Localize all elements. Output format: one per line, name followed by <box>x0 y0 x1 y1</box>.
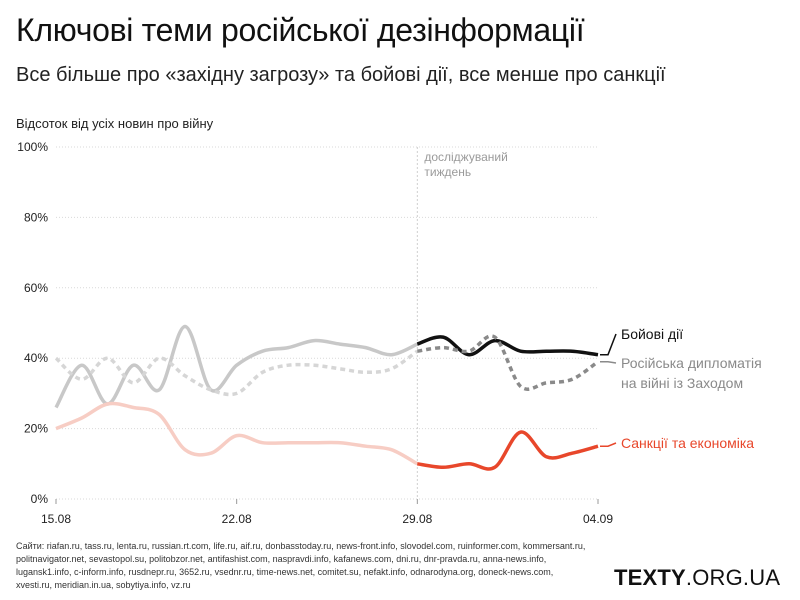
y-tick-label: 100% <box>17 140 48 154</box>
x-tick-label: 15.08 <box>41 512 71 526</box>
series-line-diplomacy <box>417 334 600 391</box>
y-tick-labels: 0% 20% 40% 60% 80% 100% <box>17 140 48 506</box>
y-tick-label: 80% <box>24 210 48 224</box>
study-week-label: тиждень <box>424 165 471 179</box>
legend-label-sanctions: Санкції та економіка <box>621 435 754 451</box>
series-line-sanctions <box>417 430 599 471</box>
line-chart: 0%20%40%60%80%100% 15.08 22.08 29.08 04.09 … <box>17 140 762 526</box>
legend: Бойові дії Російська дипломатія на війні і… <box>600 326 762 451</box>
legend-connector-battle <box>600 333 617 356</box>
chart-subtitle: Все більше про «західну загрозу» та бойо… <box>16 64 666 86</box>
grid-lines <box>56 146 598 500</box>
x-tick-label: 29.08 <box>402 512 432 526</box>
series-line-diplomacy-before <box>54 349 419 397</box>
y-tick-label: 60% <box>24 281 48 295</box>
brand-logo[interactable]: TEXTY.ORG.UA <box>614 565 780 591</box>
study-week-label: досліджуваний <box>424 150 507 164</box>
brand-bold: TEXTY <box>614 565 686 590</box>
series-line-battle <box>416 335 599 357</box>
series-lines <box>54 324 600 471</box>
legend-connector-diplomacy <box>600 360 617 364</box>
x-tick-label: 04.09 <box>583 512 613 526</box>
legend-connector-sanctions <box>600 442 617 447</box>
brand-rest: .ORG.UA <box>685 565 781 590</box>
series-line-battle-before <box>54 324 419 409</box>
x-tick-labels: 15.08 22.08 29.08 04.09 <box>41 499 613 526</box>
x-tick-label: 22.08 <box>222 512 252 526</box>
y-axis-label: Відсоток від усіх новин про війну <box>16 116 214 131</box>
legend-label-battle: Бойові дії <box>621 326 683 342</box>
sources-note: Сайти: riafan.ru, tass.ru, lenta.ru, rus… <box>16 541 586 590</box>
chart-title: Ключові теми російської дезінформації <box>16 12 585 48</box>
series-line-sanctions-before <box>55 401 419 466</box>
y-tick-label: 40% <box>24 351 48 365</box>
y-tick-label: 20% <box>24 422 48 436</box>
legend-label-diplomacy: на війні із Заходом <box>621 375 743 391</box>
y-tick-label: 0% <box>31 492 49 506</box>
legend-label-diplomacy: Російська дипломатія <box>621 355 762 371</box>
